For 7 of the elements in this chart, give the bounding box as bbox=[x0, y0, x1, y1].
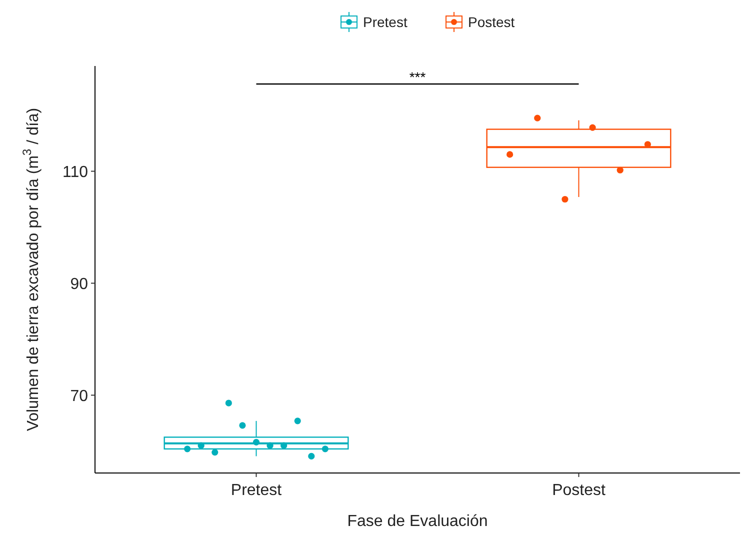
y-tick-label: 70 bbox=[70, 388, 88, 405]
y-tick-label: 110 bbox=[62, 164, 88, 181]
legend-label: Postest bbox=[468, 14, 515, 30]
x-axis-title: Fase de Evaluación bbox=[347, 513, 488, 530]
annotation: *** bbox=[409, 69, 426, 85]
legend-label: Pretest bbox=[363, 14, 408, 30]
y-tick-label: 90 bbox=[70, 276, 88, 293]
